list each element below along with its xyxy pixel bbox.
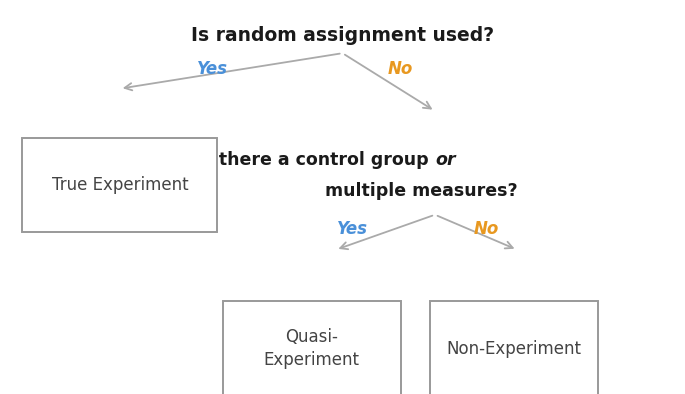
FancyBboxPatch shape <box>430 301 597 394</box>
Text: No: No <box>388 60 413 78</box>
Text: multiple measures?: multiple measures? <box>325 182 518 200</box>
Text: Yes: Yes <box>197 60 228 78</box>
Text: Is there a control group: Is there a control group <box>197 151 435 169</box>
Text: Quasi-
Experiment: Quasi- Experiment <box>264 328 360 370</box>
Text: Is random assignment used?: Is random assignment used? <box>191 26 494 45</box>
Text: No: No <box>474 220 499 238</box>
FancyBboxPatch shape <box>22 138 218 232</box>
Text: or: or <box>435 151 456 169</box>
Text: Yes: Yes <box>337 220 369 238</box>
Text: Non-Experiment: Non-Experiment <box>446 340 582 358</box>
FancyBboxPatch shape <box>223 301 401 394</box>
Text: True Experiment: True Experiment <box>51 176 188 194</box>
